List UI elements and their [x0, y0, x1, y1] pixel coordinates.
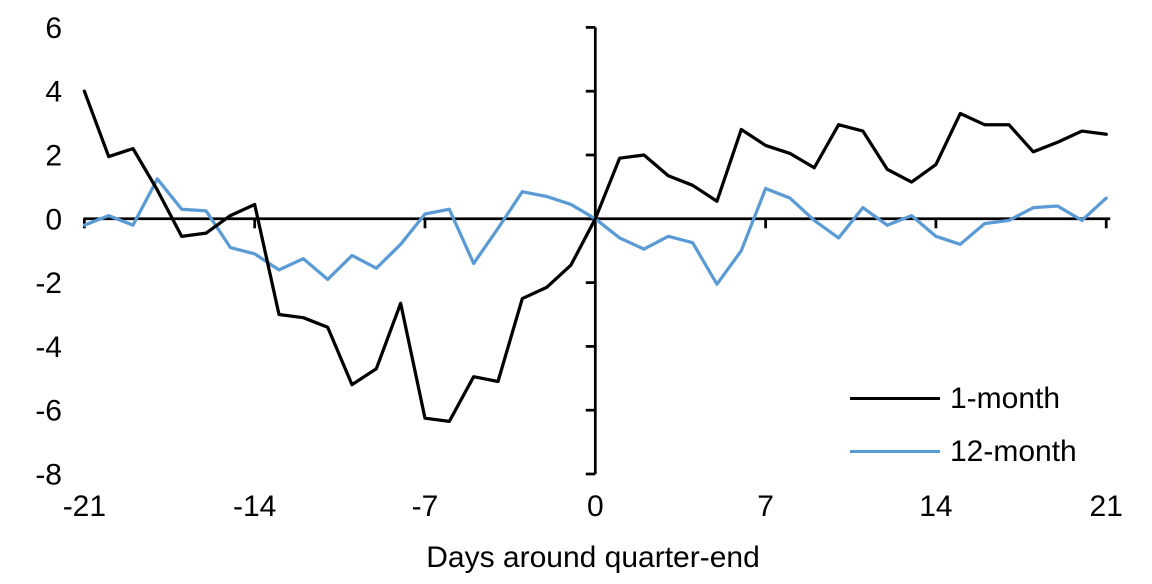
x-tick-label: -14 [233, 490, 276, 523]
series-line-1-month [82, 89, 1108, 423]
y-tick-label: 2 [45, 140, 62, 173]
legend-line-swatch-1-month [850, 396, 940, 401]
legend-item: 1-month [850, 381, 1077, 415]
x-tick-label: 21 [1090, 490, 1123, 523]
y-tick-label: -6 [35, 395, 62, 428]
y-tick-label: -8 [35, 459, 62, 492]
y-tick-label: 4 [45, 76, 62, 109]
legend-item: 12-month [850, 434, 1077, 468]
x-tick-label: 14 [919, 490, 952, 523]
x-axis-title: Days around quarter-end [426, 541, 760, 574]
y-tick-label: -2 [35, 267, 62, 300]
y-tick-label: 0 [45, 203, 62, 236]
x-tick-label: -7 [412, 490, 439, 523]
legend-line-swatch-12-month [850, 449, 940, 454]
x-tick-label: 7 [757, 490, 774, 523]
legend-label-1-month: 1-month [950, 381, 1061, 415]
x-tick-label: -21 [63, 490, 106, 523]
y-tick-label: 6 [45, 12, 62, 45]
legend-label-12-month: 12-month [950, 434, 1077, 468]
y-tick-label: -4 [35, 331, 62, 364]
x-tick-label: 0 [587, 490, 604, 523]
legend: 1-month 12-month [850, 381, 1077, 468]
